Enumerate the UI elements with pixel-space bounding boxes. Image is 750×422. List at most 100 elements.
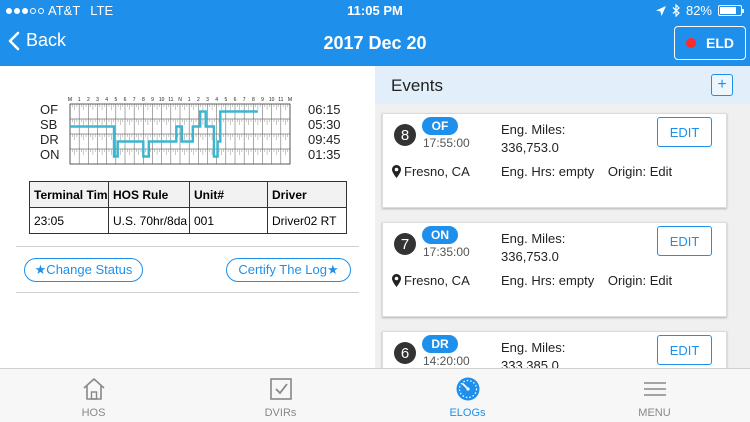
- hour-tick-label: 5: [114, 97, 117, 103]
- checkbox-icon: [270, 378, 292, 400]
- tab-label: DVIRs: [264, 407, 297, 419]
- events-panel: Events + 8 OF 17:55:00 Eng. Miles: 336,7…: [375, 66, 750, 368]
- table-row: 23:05 U.S. 70hr/8da 001 Driver02 RT: [29, 207, 347, 234]
- tab-dvirs[interactable]: DVIRs: [187, 369, 374, 422]
- eld-label: ELD: [706, 35, 734, 51]
- chevron-left-icon: [8, 31, 20, 50]
- event-time: 14:20:00: [423, 354, 470, 368]
- hour-tick-label: 4: [215, 97, 218, 103]
- status-label-of: OF: [40, 102, 59, 117]
- signal-icon: [6, 7, 44, 14]
- eng-miles-label: Eng. Miles:: [501, 122, 566, 137]
- hour-tick-label: 11: [168, 97, 173, 103]
- eng-miles-label: Eng. Miles:: [501, 231, 566, 246]
- eld-button[interactable]: ELD: [674, 26, 746, 60]
- hour-tick-label: M: [288, 97, 292, 103]
- eng-miles-value: 333,385.0: [501, 358, 559, 368]
- map-pin-icon: [392, 274, 401, 287]
- tab-menu[interactable]: MENU: [561, 369, 748, 422]
- battery-icon: [718, 5, 744, 16]
- carrier-label: AT&T: [48, 3, 81, 18]
- hour-tick-label: M: [68, 97, 72, 103]
- eng-hours-text: Eng. Hrs: empty: [501, 273, 595, 288]
- status-badge: ON: [422, 226, 458, 244]
- location-text: Fresno, CA: [404, 164, 470, 179]
- hour-tick-label: 8: [252, 97, 255, 103]
- event-number: 7: [394, 233, 416, 255]
- add-event-button[interactable]: +: [711, 74, 733, 96]
- location-arrow-icon: [655, 5, 666, 16]
- status-left: AT&T LTE: [6, 3, 113, 18]
- hour-tick-label: 5: [224, 97, 227, 103]
- menu-icon: [644, 382, 666, 396]
- hour-tick-label: 2: [197, 97, 200, 103]
- tab-label: ELOGs: [449, 407, 486, 419]
- page-title: 2017 Dec 20: [323, 33, 427, 53]
- total-on: 01:35: [308, 147, 341, 162]
- divider: [16, 292, 359, 293]
- cell-driver: Driver02 RT: [267, 207, 347, 234]
- eng-miles-value: 336,753.0: [501, 249, 559, 264]
- tab-label: MENU: [638, 407, 671, 419]
- duty-status-labels: OF SB DR ON: [40, 102, 60, 162]
- status-badge: DR: [422, 335, 458, 353]
- hour-tick-label: 7: [133, 97, 136, 103]
- back-label: Back: [26, 30, 67, 50]
- cell-terminal-time: 23:05: [29, 207, 109, 234]
- origin-text: Origin: Edit: [607, 273, 673, 288]
- log-summary-panel: M 1 2 3 4 5 6 7 8 9 10 11 N 1 2 3 4 5 6 7 8 9 10 11 M OF SB DR O…: [0, 66, 375, 368]
- event-number: 6: [394, 342, 416, 364]
- hour-tick-label: 1: [78, 97, 81, 103]
- eng-miles-value: 336,753.0: [501, 140, 559, 155]
- event-time: 17:35:00: [423, 245, 470, 259]
- certify-log-button[interactable]: Certify The Log★: [226, 258, 351, 282]
- events-header: Events +: [375, 66, 750, 104]
- map-pin-icon: [392, 165, 401, 178]
- table-header-row: Terminal Tim HOS Rule Unit# Driver: [29, 181, 347, 208]
- event-number: 8: [394, 124, 416, 146]
- duty-totals: 06:15 05:30 09:45 01:35: [308, 102, 341, 162]
- tab-hos[interactable]: HOS: [0, 369, 187, 422]
- total-dr: 09:45: [308, 132, 341, 147]
- events-title: Events: [391, 76, 443, 95]
- cell-hos-rule: U.S. 70hr/8da: [108, 207, 190, 234]
- status-badge: OF: [422, 117, 458, 135]
- divider: [16, 246, 359, 247]
- status-label-on: ON: [40, 147, 60, 162]
- bluetooth-icon: [672, 4, 680, 17]
- header-terminal-time: Terminal Tim: [29, 181, 109, 208]
- network-label: LTE: [90, 3, 114, 18]
- tab-elogs[interactable]: ELOGs: [374, 369, 561, 422]
- hour-tick-label: 2: [87, 97, 90, 103]
- event-card[interactable]: 8 OF 17:55:00 Eng. Miles: 336,753.0 EDIT…: [382, 113, 727, 208]
- hour-tick-label: 6: [234, 97, 237, 103]
- location-text: Fresno, CA: [404, 273, 470, 288]
- status-label-sb: SB: [40, 117, 58, 132]
- hour-tick-label: 4: [105, 97, 108, 103]
- event-card[interactable]: 6 DR 14:20:00 Eng. Miles: 333,385.0 EDIT: [382, 331, 727, 368]
- hour-tick-label: N: [178, 97, 182, 103]
- status-bar: AT&T LTE 11:05 PM 82%: [0, 0, 750, 22]
- cell-unit: 001: [189, 207, 268, 234]
- edit-button[interactable]: EDIT: [657, 226, 712, 256]
- status-label-dr: DR: [40, 132, 59, 147]
- hour-tick-label: 9: [151, 97, 154, 103]
- house-icon: [83, 378, 105, 400]
- total-sb: 05:30: [308, 117, 341, 132]
- header-bar: AT&T LTE 11:05 PM 82% Back 2017 Dec 20 E…: [0, 0, 750, 66]
- hour-tick-label: 11: [278, 97, 283, 103]
- change-status-button[interactable]: ★Change Status: [24, 258, 143, 282]
- plus-icon: +: [717, 76, 727, 93]
- total-of: 06:15: [308, 102, 341, 117]
- status-right: 82%: [655, 3, 744, 18]
- hour-tick-label: 3: [96, 97, 99, 103]
- edit-button[interactable]: EDIT: [657, 117, 712, 147]
- event-time: 17:55:00: [423, 136, 470, 150]
- eng-hours-text: Eng. Hrs: empty: [501, 164, 595, 179]
- back-button[interactable]: Back: [8, 30, 66, 51]
- edit-button[interactable]: EDIT: [657, 335, 712, 365]
- event-card[interactable]: 7 ON 17:35:00 Eng. Miles: 336,753.0 EDIT…: [382, 222, 727, 317]
- clock: 11:05 PM: [347, 3, 403, 18]
- hour-tick-label: 8: [142, 97, 145, 103]
